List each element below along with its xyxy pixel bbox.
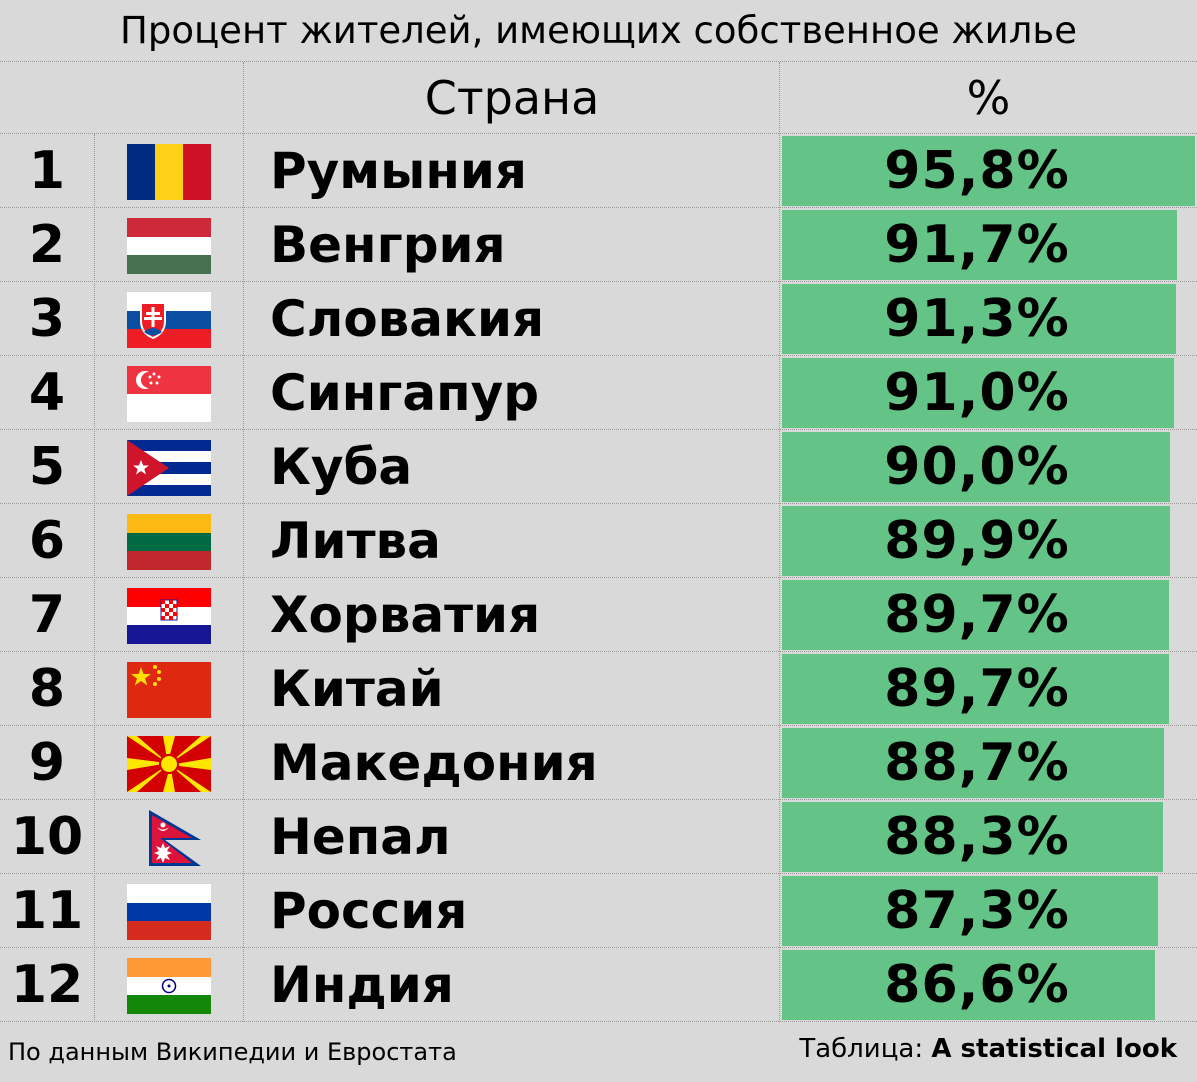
value-label: 95,8% xyxy=(884,141,1070,201)
country-column-header: Страна xyxy=(424,71,600,125)
value-bar xyxy=(782,136,1195,206)
rank-label: 11 xyxy=(10,881,84,941)
table-row: 4 Сингапур 91,0% xyxy=(0,356,1197,430)
rank-label: 1 xyxy=(28,141,66,201)
cuba-flag xyxy=(127,440,211,496)
table-row: 7 Хорватия 89,7% xyxy=(0,578,1197,652)
country-name: Венгрия xyxy=(270,216,506,274)
percent-column-header: % xyxy=(966,71,1011,125)
value-bar xyxy=(782,728,1164,798)
romania-flag xyxy=(127,144,211,200)
value-label: 91,3% xyxy=(884,289,1070,349)
rank-label: 12 xyxy=(10,955,84,1015)
credit-label: Таблица: xyxy=(799,1034,932,1064)
country-name: Непал xyxy=(270,808,451,866)
value-bar xyxy=(782,580,1169,650)
country-name: Куба xyxy=(270,438,413,496)
table-header: Страна % xyxy=(0,62,1197,134)
macedonia-flag xyxy=(127,736,211,792)
table-row: 10 Непал 88,3% xyxy=(0,800,1197,874)
country-name: Словакия xyxy=(270,290,545,348)
value-label: 91,0% xyxy=(884,363,1070,423)
rank-label: 6 xyxy=(28,511,66,571)
rank-label: 9 xyxy=(28,733,66,793)
value-bar xyxy=(782,950,1155,1020)
country-name: Индия xyxy=(270,956,454,1014)
country-name: Литва xyxy=(270,512,441,570)
rank-label: 4 xyxy=(28,363,66,423)
table-row: 9 Македония 88,7% xyxy=(0,726,1197,800)
value-label: 89,9% xyxy=(884,511,1070,571)
value-bar xyxy=(782,210,1177,280)
india-flag xyxy=(127,958,211,1014)
slovakia-flag xyxy=(127,292,211,348)
rank-label: 2 xyxy=(28,215,66,275)
table-row: 6 Литва 89,9% xyxy=(0,504,1197,578)
column-divider xyxy=(779,62,780,1022)
source-note: По данным Википедии и Евростата xyxy=(8,1038,457,1066)
value-bar xyxy=(782,358,1174,428)
china-flag xyxy=(127,662,211,718)
value-label: 91,7% xyxy=(884,215,1070,275)
value-bar xyxy=(782,432,1170,502)
value-label: 88,3% xyxy=(884,807,1070,867)
value-label: 89,7% xyxy=(884,659,1070,719)
country-name: Македония xyxy=(270,734,598,792)
column-divider xyxy=(94,134,95,1022)
rank-label: 3 xyxy=(28,289,66,349)
country-name: Хорватия xyxy=(270,586,541,644)
value-label: 88,7% xyxy=(884,733,1070,793)
value-bar xyxy=(782,802,1163,872)
value-bar xyxy=(782,284,1176,354)
value-label: 89,7% xyxy=(884,585,1070,645)
chart-title: Процент жителей, имеющих собственное жил… xyxy=(0,0,1197,62)
value-label: 87,3% xyxy=(884,881,1070,941)
country-name: Россия xyxy=(270,882,468,940)
russia-flag xyxy=(127,884,211,940)
credit-name: A statistical look xyxy=(931,1034,1177,1064)
nepal-flag xyxy=(127,810,211,866)
table-row: 5 Куба 90,0% xyxy=(0,430,1197,504)
table-row: 2 Венгрия 91,7% xyxy=(0,208,1197,282)
hungary-flag xyxy=(127,218,211,274)
value-bar xyxy=(782,654,1169,724)
rank-label: 8 xyxy=(28,659,66,719)
column-divider xyxy=(243,62,244,1022)
credit-note: Таблица: A statistical look xyxy=(799,1034,1177,1064)
table-row: 11 Россия 87,3% xyxy=(0,874,1197,948)
singapore-flag xyxy=(127,366,211,422)
table-row: 3 Словакия 91,3% xyxy=(0,282,1197,356)
value-label: 86,6% xyxy=(884,955,1070,1015)
country-name: Румыния xyxy=(270,142,528,200)
lithuania-flag xyxy=(127,514,211,570)
rank-label: 5 xyxy=(28,437,66,497)
rank-label: 7 xyxy=(28,585,66,645)
value-label: 90,0% xyxy=(884,437,1070,497)
rank-label: 10 xyxy=(10,807,84,867)
value-bar xyxy=(782,876,1158,946)
croatia-flag xyxy=(127,588,211,644)
country-name: Сингапур xyxy=(270,364,540,422)
value-bar xyxy=(782,506,1170,576)
table-row: 1 Румыния 95,8% xyxy=(0,134,1197,208)
table-row: 8 Китай 89,7% xyxy=(0,652,1197,726)
country-name: Китай xyxy=(270,660,444,718)
table-row: 12 Индия 86,6% xyxy=(0,948,1197,1022)
